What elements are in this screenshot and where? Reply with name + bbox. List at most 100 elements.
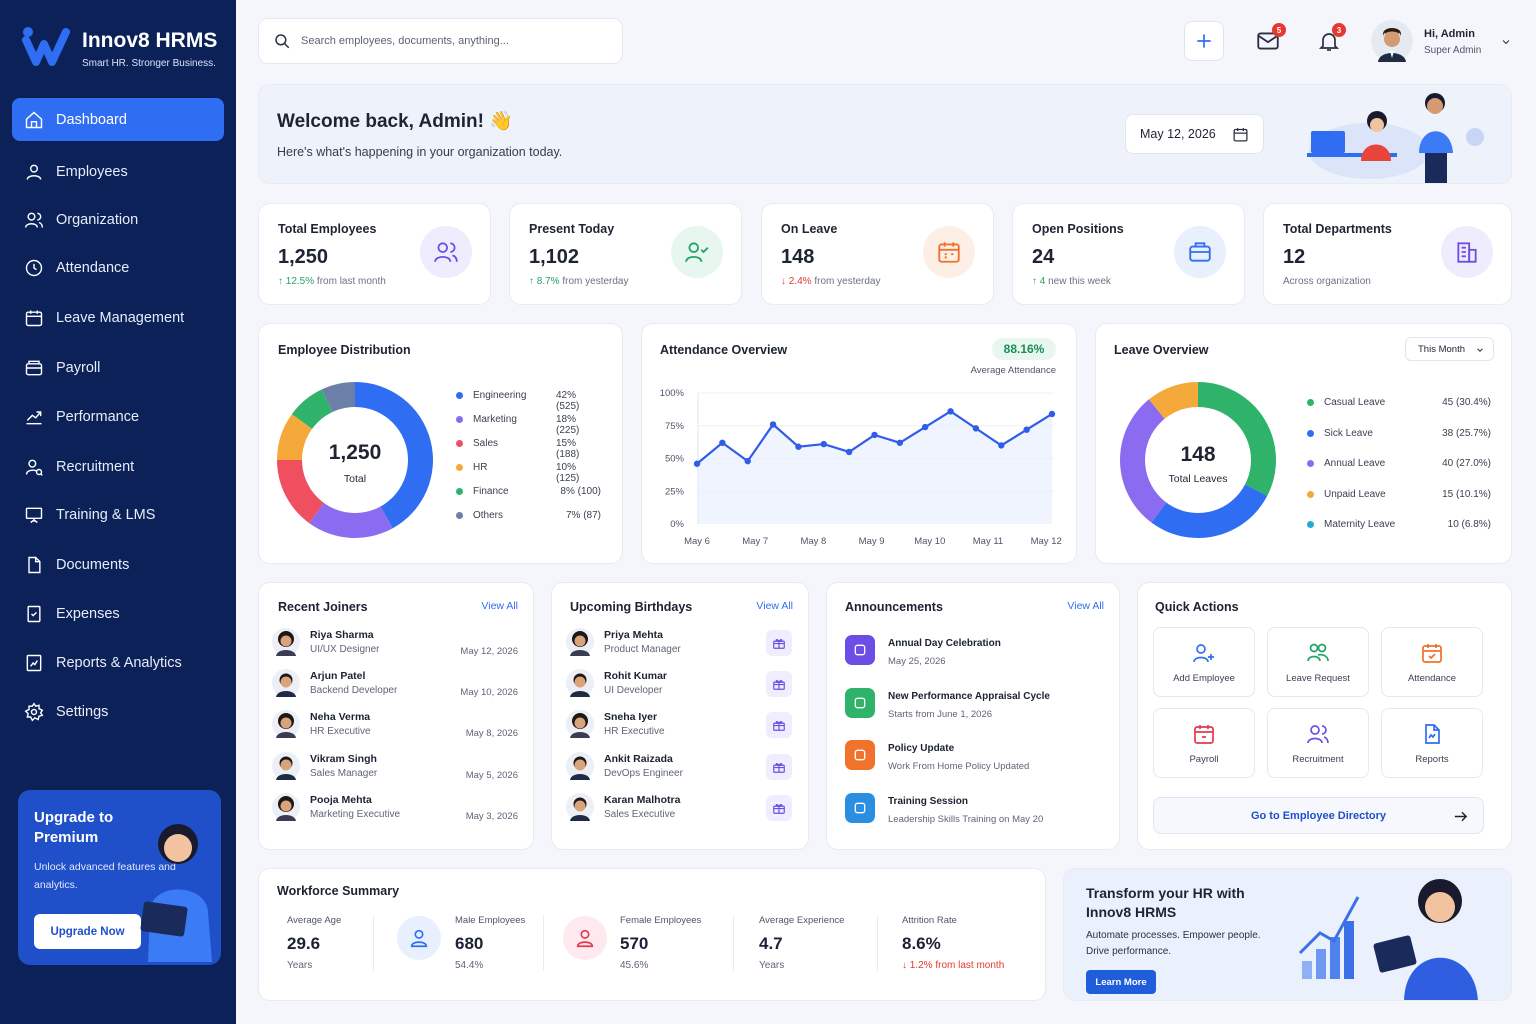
view-all-link[interactable]: View All	[756, 600, 793, 612]
sidebar-item-performance[interactable]: Performance	[12, 395, 224, 438]
person-info: Karan Malhotra Sales Executive	[604, 794, 680, 820]
quick-action-attendance[interactable]: Attendance	[1381, 627, 1483, 697]
sidebar-item-label: Dashboard	[56, 111, 127, 128]
date-picker[interactable]: May 12, 2026	[1125, 114, 1264, 154]
list-item[interactable]: Priya Mehta Product Manager	[566, 628, 681, 656]
leave-filter-select[interactable]: This Month	[1405, 337, 1494, 361]
trend-value: ↑ 8.7%	[529, 276, 560, 287]
mail-badge: 5	[1272, 23, 1286, 37]
stat-value: 1,102	[529, 246, 580, 268]
mail-icon	[1257, 32, 1279, 50]
sidebar: Innov8 HRMS Smart HR. Stronger Business.…	[0, 0, 236, 1024]
calendar-dollar-icon	[1194, 724, 1214, 744]
list-item[interactable]: Rohit Kumar UI Developer	[566, 669, 667, 698]
sidebar-item-reports[interactable]: Reports & Analytics	[12, 641, 224, 684]
attendance-chart: 100% 75% 50% 25% 0%May 6 May 7 May 8 May 9 May 1…	[660, 388, 1062, 547]
stat-card-total-departments[interactable]: Total Departments 12 Across organization	[1263, 203, 1512, 305]
date-value: May 12, 2026	[1140, 127, 1216, 141]
sidebar-item-settings[interactable]: Settings	[12, 690, 224, 733]
female-icon-circle	[563, 916, 607, 960]
sidebar-item-dashboard[interactable]: Dashboard	[12, 98, 224, 141]
sidebar-item-organization[interactable]: Organization	[12, 198, 224, 241]
sidebar-item-expenses[interactable]: Expenses	[12, 592, 224, 635]
list-item[interactable]: Neha Verma HR Executive	[272, 710, 371, 739]
stat-card-present-today[interactable]: Present Today 1,102 ↑ 8.7% from yesterda…	[509, 203, 742, 305]
view-all-link[interactable]: View All	[1067, 600, 1104, 612]
quick-action-recruitment[interactable]: Recruitment	[1267, 708, 1369, 778]
announcement-title[interactable]: Policy Update	[888, 743, 955, 754]
quick-action-reports[interactable]: Reports	[1381, 708, 1483, 778]
quick-action-leave-request[interactable]: Leave Request	[1267, 627, 1369, 697]
legend-dot	[1307, 490, 1314, 498]
list-item[interactable]: Pooja Mehta Marketing Executive	[272, 792, 400, 821]
workforce-summary-card: Workforce Summary Average Age 29.6 Years…	[258, 868, 1046, 1001]
list-item[interactable]: Vikram Singh Sales Manager	[272, 751, 377, 780]
send-wish-button[interactable]	[766, 712, 792, 739]
filter-value: This Month	[1418, 343, 1465, 355]
search-icon	[275, 34, 290, 49]
workforce-label: Average Age	[287, 915, 342, 926]
sidebar-item-label: Training & LMS	[56, 506, 156, 523]
send-wish-button[interactable]	[766, 630, 792, 656]
sidebar-item-employees[interactable]: Employees	[12, 150, 224, 193]
workforce-label: Male Employees	[455, 915, 526, 926]
workforce-value: 570	[620, 934, 649, 953]
sidebar-item-attendance[interactable]: Attendance	[12, 246, 224, 289]
list-item[interactable]: Karan Malhotra Sales Executive	[566, 792, 680, 821]
person-info: Vikram Singh Sales Manager	[310, 753, 377, 779]
send-wish-button[interactable]	[766, 753, 792, 780]
announcement-title[interactable]: New Performance Appraisal Cycle	[888, 690, 1050, 702]
sidebar-item-recruitment[interactable]: Recruitment	[12, 445, 224, 488]
stat-card-total-employees[interactable]: Total Employees 1,250 ↑ 12.5% from last …	[258, 203, 491, 305]
trend-value: ↑ 12.5%	[278, 276, 315, 287]
person-info: Arjun Patel Backend Developer	[310, 670, 397, 696]
sidebar-item-label: Payroll	[56, 359, 101, 376]
upgrade-title: Upgrade to Premium	[34, 809, 114, 846]
promo-card: Transform your HR with Innov8 HRMS Autom…	[1063, 868, 1512, 1001]
announcement-title[interactable]: Annual Day Celebration	[888, 638, 1001, 649]
employee-directory-button[interactable]: Go to Employee Directory	[1153, 797, 1484, 834]
mail-button[interactable]: 5	[1252, 23, 1286, 56]
x-tick-label: May 7	[742, 536, 768, 547]
legend-dot	[456, 392, 463, 399]
quick-action-add-employee[interactable]: Add Employee	[1153, 627, 1255, 697]
legend-item: Unpaid Leave	[1307, 489, 1386, 500]
presentation-icon	[25, 507, 43, 523]
send-wish-button[interactable]	[766, 671, 792, 698]
x-tick-label: May 11	[973, 536, 1003, 547]
list-item[interactable]: Arjun Patel Backend Developer	[272, 669, 397, 698]
announcement-title[interactable]: Training Session	[888, 795, 969, 807]
sidebar-item-training[interactable]: Training & LMS	[12, 493, 224, 536]
user-menu[interactable]: Hi, Admin Super Admin	[1371, 20, 1516, 64]
divider	[543, 915, 544, 971]
list-item[interactable]: Sneha Iyer HR Executive	[566, 710, 665, 739]
send-wish-button[interactable]	[766, 794, 792, 821]
bell-icon	[1318, 33, 1340, 51]
announcements-card: Announcements View All Annual Day Celebr…	[826, 582, 1120, 850]
person-info: Riya Sharma UI/UX Designer	[310, 629, 379, 655]
sidebar-item-payroll[interactable]: Payroll	[12, 346, 224, 389]
donut-center-value: 148	[1180, 443, 1216, 466]
add-button[interactable]	[1184, 21, 1224, 61]
upgrade-button[interactable]: Upgrade Now	[34, 914, 141, 949]
sidebar-item-leave-management[interactable]: Leave Management	[12, 296, 224, 339]
notification-button[interactable]: 3	[1313, 23, 1346, 56]
quick-action-payroll[interactable]: Payroll	[1153, 708, 1255, 778]
x-tick-label: May 9	[859, 536, 885, 547]
donut-center-value: 1,250	[328, 441, 382, 464]
list-item[interactable]: Riya Sharma UI/UX Designer	[272, 628, 379, 656]
learn-more-button[interactable]: Learn More	[1086, 970, 1156, 994]
sidebar-item-documents[interactable]: Documents	[12, 543, 224, 586]
stat-card-on-leave[interactable]: On Leave 148 ↓ 2.4% from yesterday	[761, 203, 994, 305]
quick-actions-card: Quick Actions Add Employee Leave Request…	[1137, 582, 1512, 850]
list-item[interactable]: Ankit Raizada DevOps Engineer	[566, 751, 683, 780]
person-name: Pooja Mehta	[310, 793, 372, 806]
donut-center-label: Total	[343, 473, 367, 485]
recent-joiners-card: Recent Joiners View All Riya Sharma UI/UX…	[258, 582, 534, 850]
card-title: Workforce Summary	[277, 884, 400, 898]
stat-card-open-positions[interactable]: Open Positions 24 ↑ 4 new this week	[1012, 203, 1245, 305]
search-input[interactable]	[301, 35, 601, 47]
view-all-link[interactable]: View All	[481, 600, 518, 612]
search-bar[interactable]	[258, 18, 623, 64]
divider	[733, 915, 734, 971]
